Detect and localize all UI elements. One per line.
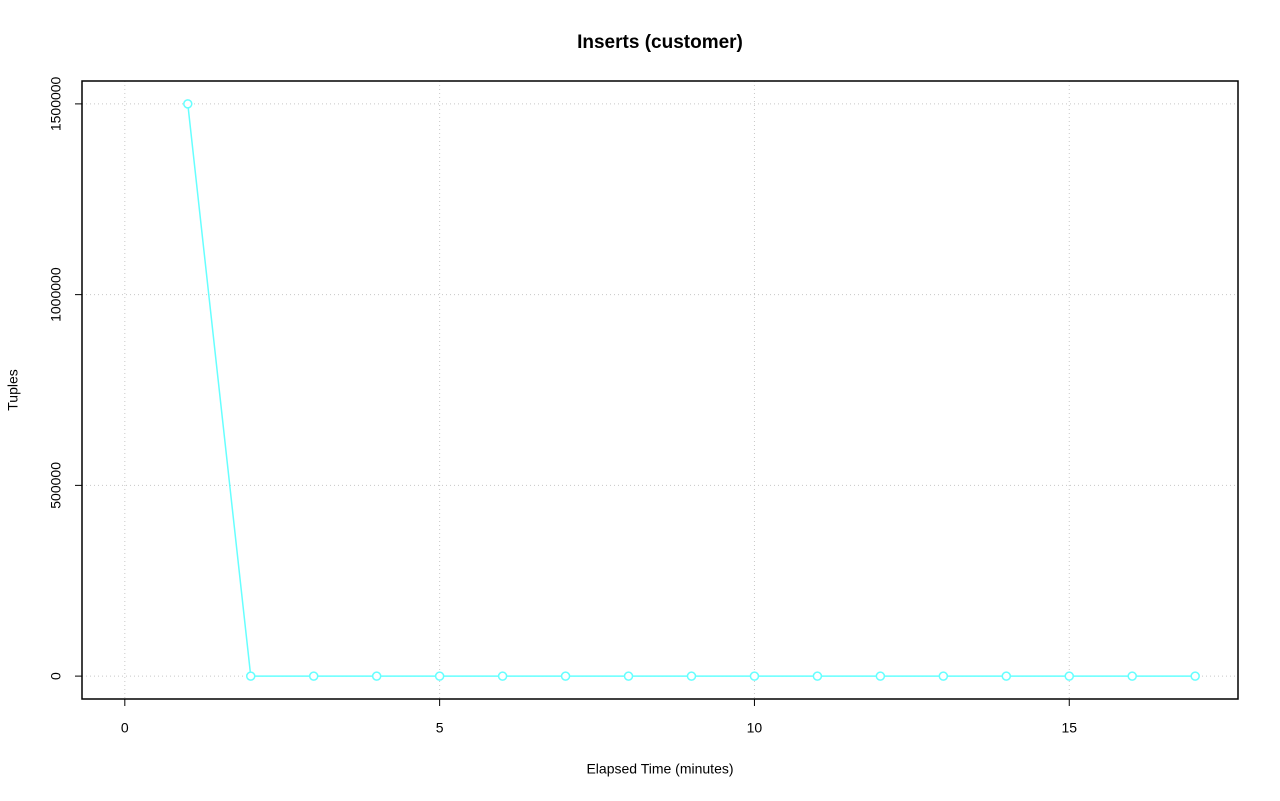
point xyxy=(1127,671,1137,681)
y-tick-label: 500000 xyxy=(48,462,64,509)
chart-title: Inserts (customer) xyxy=(577,32,743,53)
point xyxy=(497,671,508,681)
x-tick-label: 5 xyxy=(436,720,444,736)
series-line xyxy=(187,103,1196,677)
point xyxy=(308,671,319,681)
point xyxy=(1190,671,1200,681)
plot-frame xyxy=(81,80,1239,700)
point xyxy=(812,671,823,681)
point xyxy=(245,671,256,681)
x-axis-label: Elapsed Time (minutes) xyxy=(586,761,733,777)
point xyxy=(686,671,697,681)
point xyxy=(749,671,760,681)
point xyxy=(938,671,949,681)
y-tick-label: 1500000 xyxy=(48,76,64,131)
y-tick-label: 1000000 xyxy=(48,267,64,322)
y-tick-label: 0 xyxy=(48,672,64,680)
x-tick-label: 10 xyxy=(747,720,763,736)
point xyxy=(371,671,382,681)
point xyxy=(560,671,571,681)
point xyxy=(1064,671,1075,681)
x-tick-label: 0 xyxy=(121,720,129,736)
y-axis-label: Tuples xyxy=(5,369,21,411)
x-tick-label: 15 xyxy=(1061,720,1077,736)
point xyxy=(623,671,634,681)
point xyxy=(1001,671,1012,681)
point xyxy=(434,671,445,681)
point xyxy=(875,671,886,681)
point xyxy=(183,99,193,109)
